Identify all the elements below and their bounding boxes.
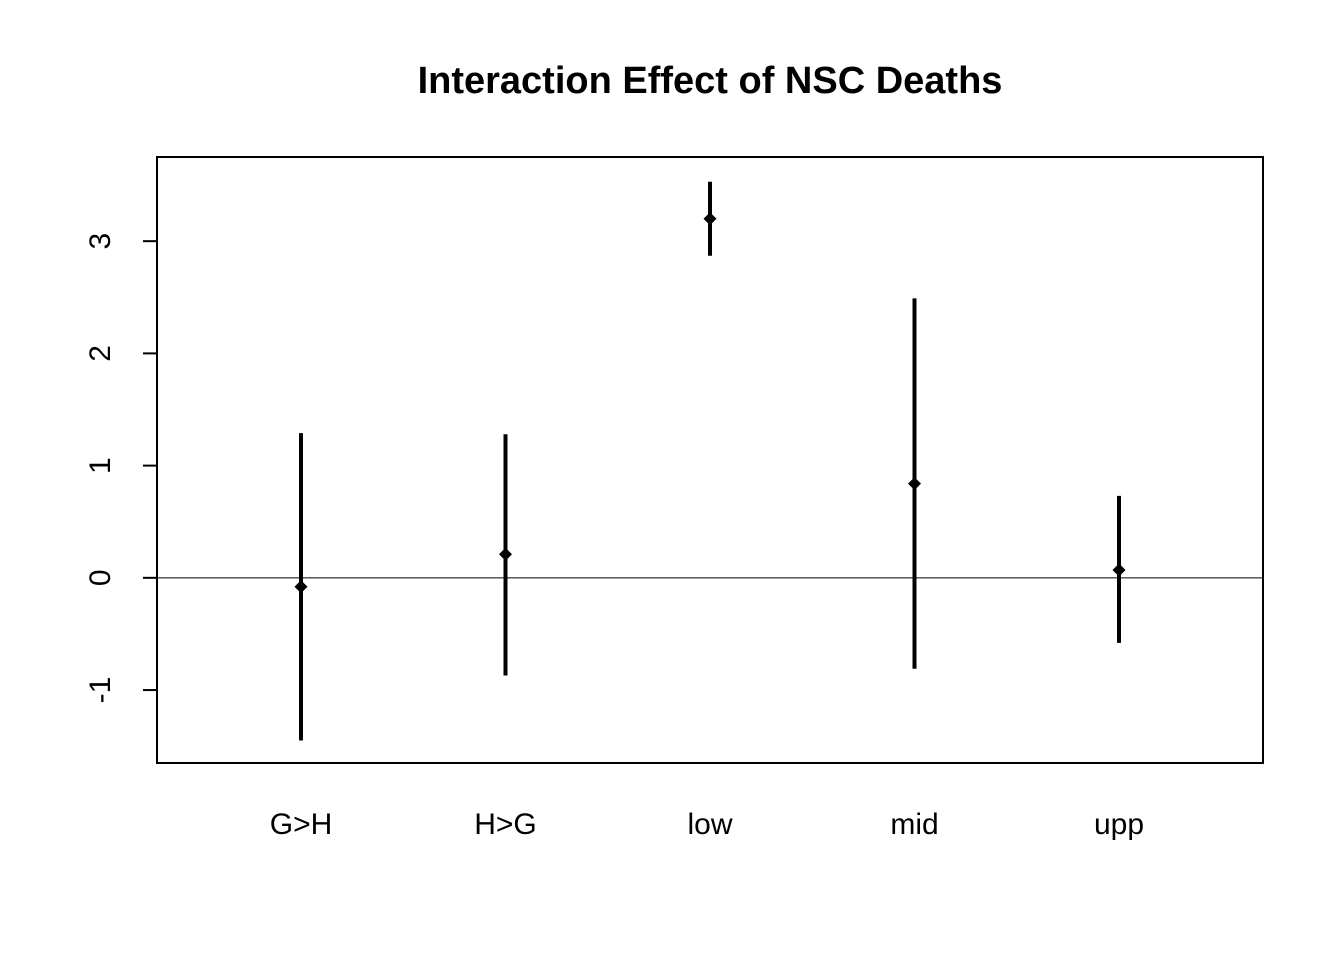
x-axis: G>H H>G low mid upp — [270, 808, 1144, 841]
y-tick-label: 0 — [84, 569, 117, 586]
point-estimate — [294, 580, 308, 594]
y-tick-label: 2 — [84, 345, 117, 362]
x-tick-label: mid — [890, 808, 938, 841]
chart-title: Interaction Effect of NSC Deaths — [418, 60, 1003, 102]
point-estimate — [908, 477, 921, 491]
point-estimate — [703, 212, 717, 226]
y-tick-label: 3 — [84, 233, 117, 250]
point-estimate — [1112, 563, 1126, 577]
y-tick-label: -1 — [84, 677, 117, 704]
y-tick-label: 1 — [84, 457, 117, 474]
y-axis: -1 0 1 2 3 — [84, 233, 157, 704]
point-estimate — [499, 547, 512, 561]
plot-frame — [156, 156, 1264, 764]
x-tick-label: low — [687, 808, 732, 841]
error-bar-marks — [294, 181, 1126, 741]
x-tick-label: H>G — [474, 808, 537, 841]
x-tick-label: G>H — [270, 808, 333, 841]
x-tick-label: upp — [1094, 808, 1144, 841]
